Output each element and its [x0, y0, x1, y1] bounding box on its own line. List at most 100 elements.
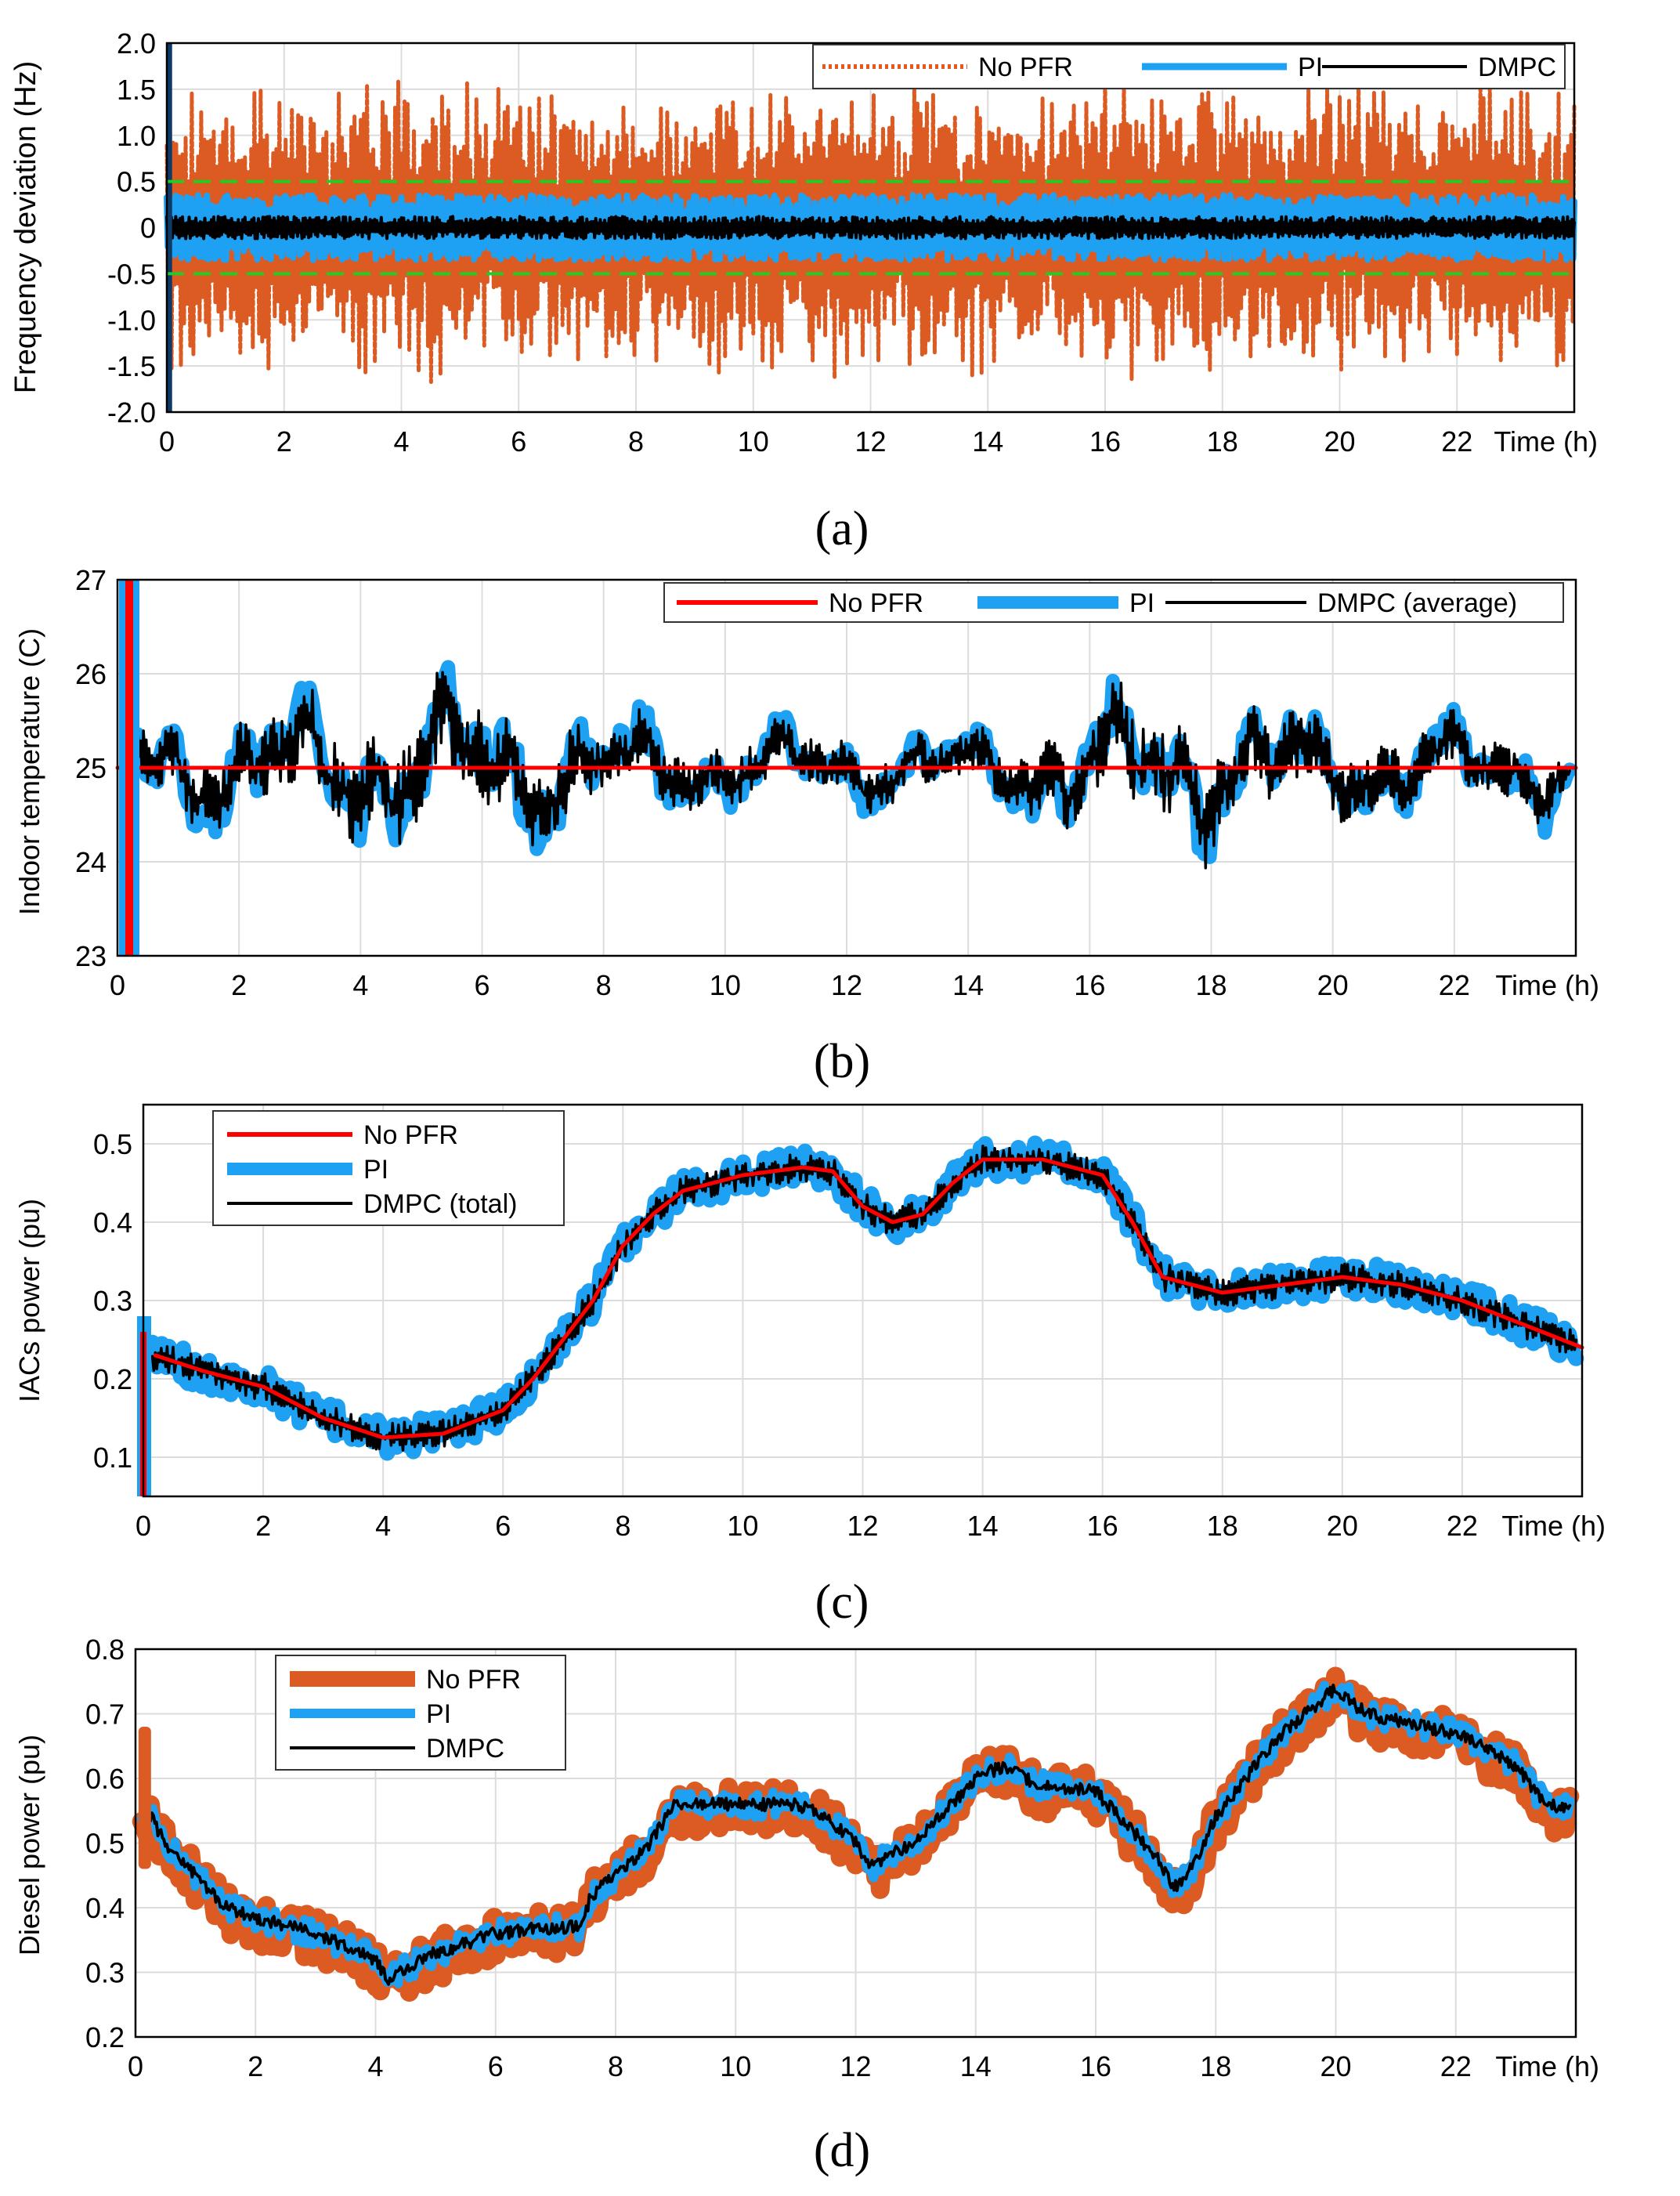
y-tick-label: -0.5 — [107, 258, 156, 290]
x-tick-label: 20 — [1320, 2050, 1351, 2082]
legend-label: PI — [426, 1699, 451, 1729]
panel-label-c: (c) — [815, 1576, 869, 1629]
series-no-pfr — [164, 69, 1577, 385]
y-tick-label: 0.2 — [85, 2021, 125, 2053]
y-tick-label: 27 — [75, 564, 107, 596]
x-tick-label: 8 — [615, 1510, 630, 1542]
legend-label: DMPC — [426, 1734, 504, 1764]
y-tick-label: 0.2 — [93, 1363, 132, 1395]
legend-label: DMPC (average) — [1317, 588, 1517, 618]
legend-label: DMPC — [1478, 52, 1556, 82]
x-tick-label: 6 — [488, 2050, 504, 2082]
x-tick-label: 8 — [608, 2050, 623, 2082]
x-axis-label: Time (h) — [1494, 425, 1598, 458]
y-tick-label: 23 — [75, 940, 107, 972]
legend-label: No PFR — [829, 588, 923, 618]
x-tick-label: 10 — [738, 425, 769, 458]
x-tick-label: 10 — [710, 969, 741, 1001]
x-tick-label: 20 — [1324, 425, 1355, 458]
x-tick-label: 22 — [1439, 969, 1470, 1001]
y-tick-label: 0.6 — [85, 1763, 125, 1795]
y-tick-label: 26 — [75, 658, 107, 690]
series-dmpc — [150, 1145, 1578, 1452]
y-tick-label: 24 — [75, 846, 107, 878]
x-tick-label: 14 — [960, 2050, 992, 2082]
x-tick-label: 14 — [972, 425, 1003, 458]
y-tick-label: 0 — [140, 212, 156, 244]
series-dmpc — [165, 215, 1576, 241]
initial-spike-no-pfr — [138, 1727, 151, 1869]
x-tick-label: 6 — [495, 1510, 511, 1542]
y-tick-label: 0.8 — [85, 1633, 125, 1666]
x-tick-label: 8 — [628, 425, 644, 458]
x-tick-label: 8 — [596, 969, 612, 1001]
x-tick-label: 18 — [1195, 969, 1227, 1001]
x-tick-label: 0 — [110, 969, 125, 1001]
y-tick-label: 0.1 — [93, 1442, 132, 1474]
x-tick-label: 4 — [367, 2050, 383, 2082]
x-axis-label: Time (h) — [1495, 2050, 1599, 2082]
series-dmpc — [139, 1684, 1572, 1986]
x-tick-label: 0 — [128, 2050, 143, 2082]
y-tick-label: 1.0 — [117, 120, 156, 152]
y-tick-label: 0.3 — [93, 1285, 132, 1317]
x-tick-label: 4 — [393, 425, 409, 458]
y-axis-label: Diesel power (pu) — [13, 1735, 45, 1955]
x-tick-label: 16 — [1074, 969, 1105, 1001]
y-tick-label: 0.3 — [85, 1957, 125, 1989]
x-tick-label: 12 — [854, 425, 886, 458]
x-tick-label: 2 — [247, 2050, 263, 2082]
x-tick-label: 20 — [1317, 969, 1349, 1001]
x-tick-label: 12 — [831, 969, 862, 1001]
x-tick-label: 2 — [276, 425, 292, 458]
y-tick-label: 1.5 — [117, 74, 156, 106]
panel-label-a: (a) — [815, 502, 869, 555]
y-tick-label: 0.7 — [85, 1699, 125, 1731]
x-axis-label: Time (h) — [1501, 1510, 1606, 1542]
y-tick-label: 0.5 — [85, 1828, 125, 1860]
y-tick-label: 0.4 — [93, 1207, 132, 1239]
y-axis-label: Indoor temperature (C) — [13, 628, 45, 915]
x-tick-label: 6 — [511, 425, 526, 458]
x-tick-label: 22 — [1447, 1510, 1478, 1542]
chart-panel-d: 0 2 4 6 8 10 12 14 16 18 20 22 Time (h) 0.2 0.3 0.4 0.5 0… — [13, 1633, 1599, 2082]
y-axis-label: Frequency deviation (Hz) — [9, 61, 42, 394]
x-tick-label: 16 — [1089, 425, 1121, 458]
x-tick-label: 0 — [159, 425, 175, 458]
legend-label: PI — [363, 1155, 388, 1185]
legend-label: DMPC (total) — [363, 1189, 517, 1219]
x-tick-label: 12 — [840, 2050, 871, 2082]
x-tick-label: 22 — [1441, 425, 1472, 458]
y-tick-label: -2.0 — [107, 396, 156, 429]
x-tick-label: 2 — [255, 1510, 271, 1542]
x-tick-label: 10 — [720, 2050, 751, 2082]
panel-label-d: (d) — [814, 2124, 870, 2177]
x-tick-label: 16 — [1087, 1510, 1118, 1542]
x-tick-label: 14 — [967, 1510, 999, 1542]
x-axis-label: Time (h) — [1495, 969, 1599, 1001]
chart-panel-b: 0 2 4 6 8 10 12 14 16 18 20 22 Time (h)2324252627Ind… — [13, 564, 1599, 1001]
x-tick-label: 4 — [352, 969, 368, 1001]
y-tick-label: 25 — [75, 752, 107, 784]
x-tick-label: 2 — [231, 969, 247, 1001]
legend-label: No PFR — [978, 52, 1073, 82]
x-tick-label: 0 — [135, 1510, 151, 1542]
y-tick-label: 0.5 — [117, 166, 156, 198]
legend-label: PI — [1129, 588, 1154, 618]
x-tick-label: 10 — [727, 1510, 758, 1542]
chart-panel-c: 0 2 4 6 8 10 12 14 16 18 20 22 Time (h) 0.1 0.2 0.3 0.4 0… — [13, 1103, 1606, 1542]
x-tick-label: 16 — [1080, 2050, 1111, 2082]
x-tick-label: 18 — [1207, 425, 1238, 458]
legend-label: PI — [1298, 52, 1323, 82]
x-tick-label: 12 — [847, 1510, 878, 1542]
y-tick-label: -1.5 — [107, 350, 156, 382]
x-tick-label: 4 — [375, 1510, 391, 1542]
x-tick-label: 18 — [1207, 1510, 1238, 1542]
axes-frame — [134, 1648, 1577, 2039]
axes-frame — [142, 1103, 1584, 1498]
x-tick-label: 18 — [1200, 2050, 1231, 2082]
legend-label: No PFR — [426, 1665, 521, 1695]
legend-label: No PFR — [363, 1120, 458, 1150]
x-tick-label: 20 — [1327, 1510, 1358, 1542]
